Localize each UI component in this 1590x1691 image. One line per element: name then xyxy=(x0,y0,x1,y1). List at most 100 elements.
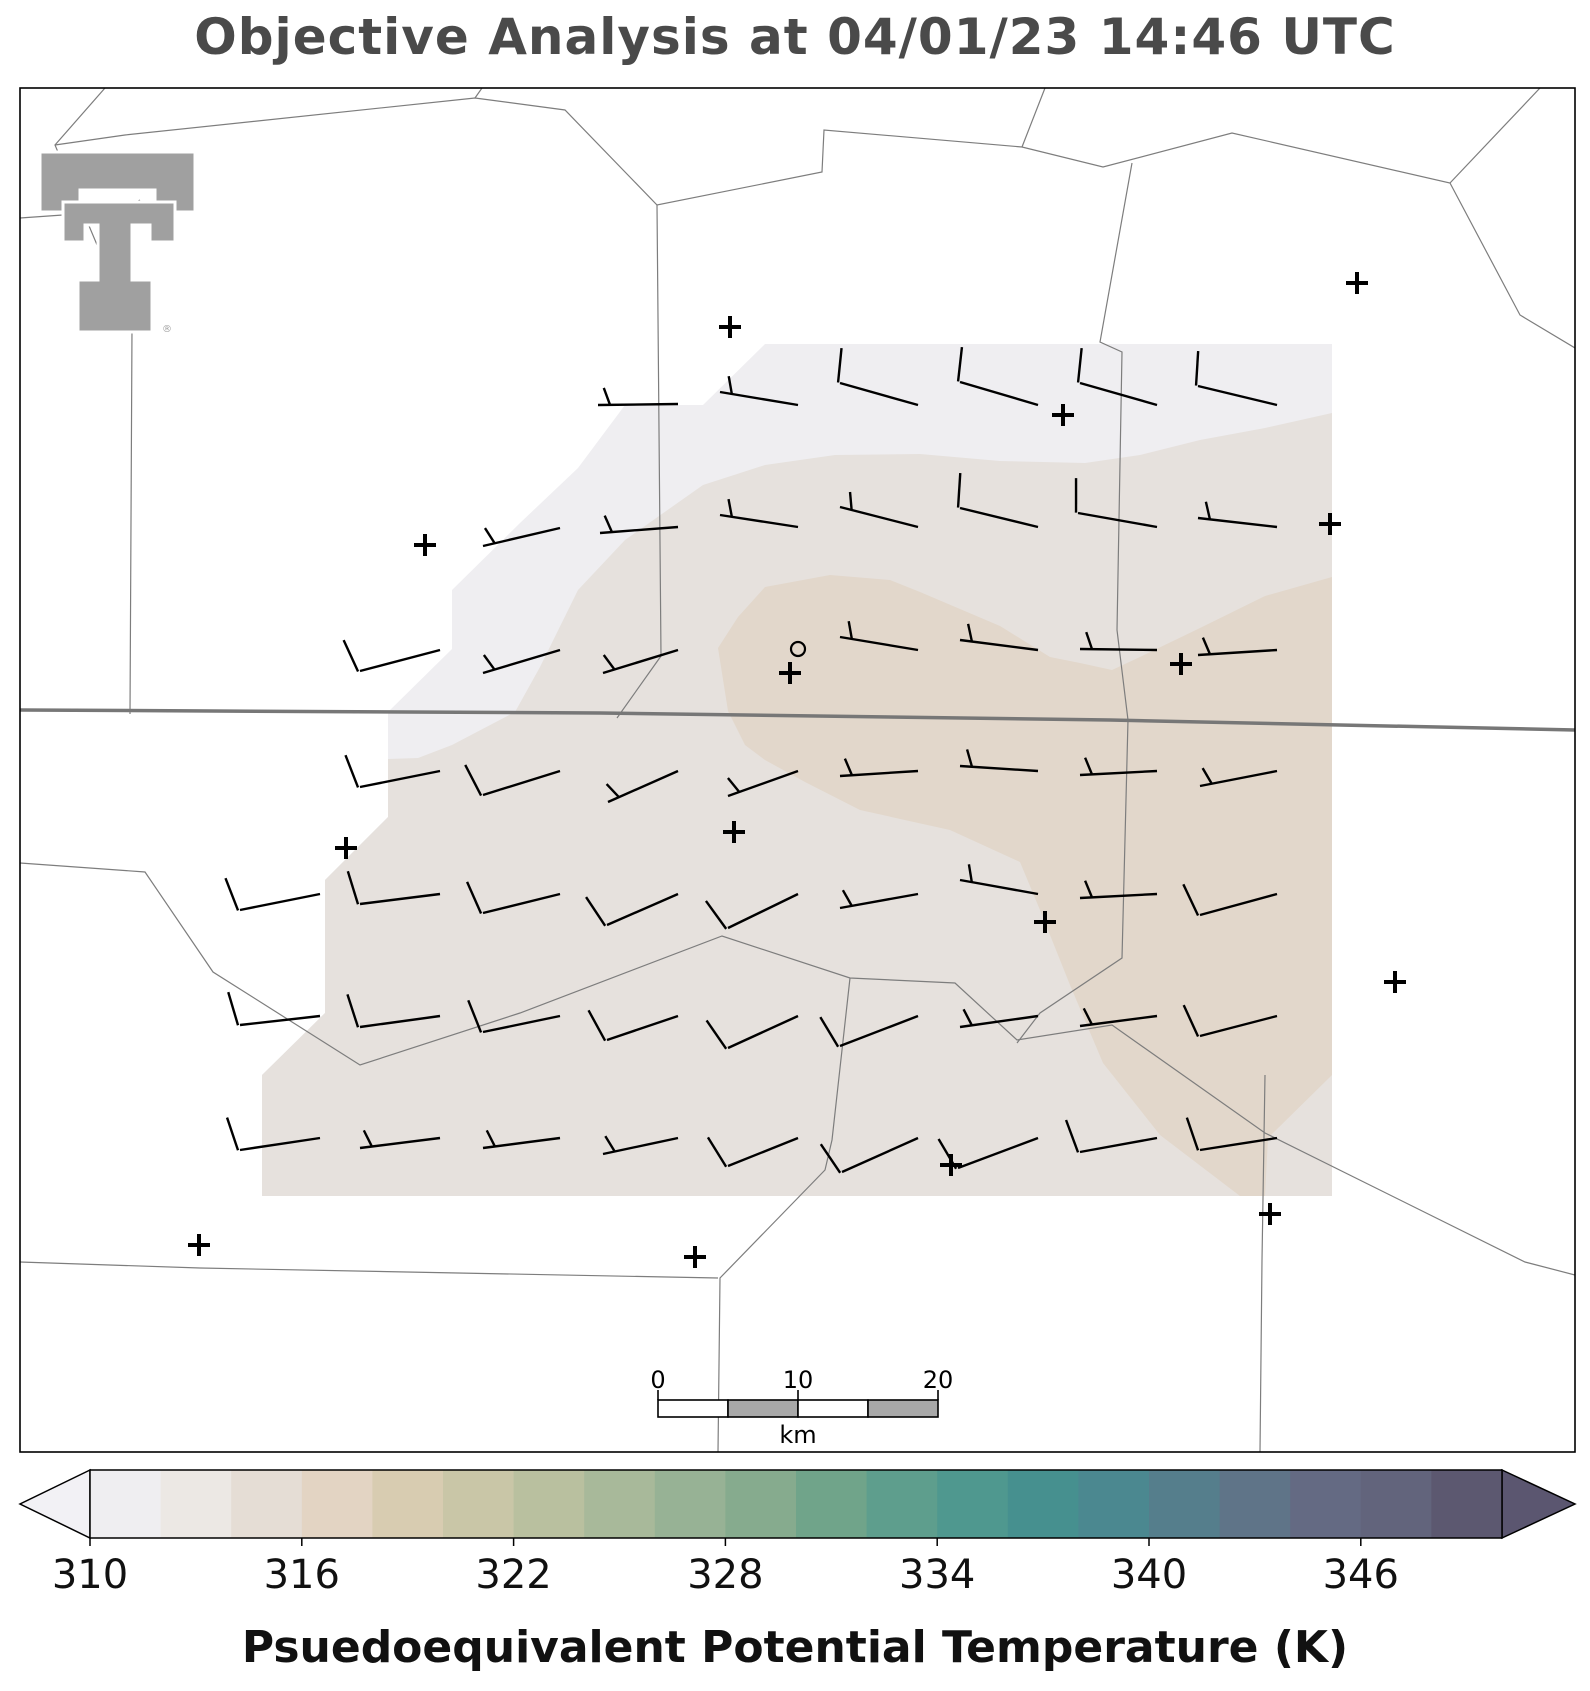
wind-barb-flag xyxy=(1182,883,1200,917)
wind-barb-shaft xyxy=(239,892,321,912)
colorbar-under-arrow xyxy=(18,1468,91,1540)
colorbar-bin xyxy=(443,1470,515,1538)
wind-barb-shaft xyxy=(482,526,561,548)
wind-barb-shaft xyxy=(607,769,679,804)
scale-unit: km xyxy=(779,1421,816,1449)
wind-barb-shaft xyxy=(1079,1136,1158,1154)
wind-barb-shaft xyxy=(1199,1014,1278,1038)
scale-tick-10: 10 xyxy=(783,1366,814,1394)
map-title: Objective Analysis at 04/01/23 14:46 UTC xyxy=(194,8,1396,66)
wind-barb-flag xyxy=(1185,1117,1200,1151)
wind-barbs xyxy=(224,346,1278,1174)
wind-barb-flag xyxy=(705,1019,728,1050)
wind-barb-shaft xyxy=(959,380,1039,407)
wind-barb-shaft xyxy=(841,1136,919,1174)
wind-barb-shaft xyxy=(959,638,1039,652)
wind-barb-flag xyxy=(962,1008,973,1026)
logo-registered-mark: ® xyxy=(162,324,172,335)
wind-barb-shaft xyxy=(959,764,1039,773)
state-boundary xyxy=(20,708,1575,732)
wind-barb-shaft xyxy=(839,381,919,407)
wind-barb-flag xyxy=(464,764,483,797)
wind-barb-shaft xyxy=(957,1136,1039,1170)
wind-barb-shaft xyxy=(1077,511,1158,529)
wind-barb-shaft xyxy=(1197,648,1278,657)
wind-barb-shaft xyxy=(606,1014,679,1042)
wind-barb-flag xyxy=(467,999,483,1033)
wind-barb-shaft xyxy=(482,769,561,797)
wind-barb-shaft xyxy=(1199,892,1278,917)
colorbar-bin xyxy=(301,1470,373,1538)
calm-station-marker xyxy=(789,640,807,658)
wind-barb-shaft xyxy=(239,1136,321,1152)
colorbar-tick-label: 340 xyxy=(1111,1552,1187,1598)
wind-barb-flag xyxy=(1084,757,1094,775)
wind-barb-flag xyxy=(602,654,616,671)
wind-barb-flag xyxy=(727,777,741,793)
wind-barb-shaft xyxy=(482,1014,561,1034)
wind-barb-shaft xyxy=(727,892,799,930)
wind-barb-shaft xyxy=(239,1014,321,1027)
colorbar-ticks: 310 316 322 328 334 340 346 xyxy=(52,1538,1399,1598)
wind-barb-shaft xyxy=(1079,647,1158,652)
wind-barb-flag xyxy=(727,376,734,395)
wind-barb-shaft xyxy=(959,1014,1039,1029)
wind-barb-flag xyxy=(587,1009,607,1042)
wind-barb-shaft xyxy=(599,525,679,535)
colorbar-tick-label: 334 xyxy=(899,1552,975,1598)
wind-barb-shaft xyxy=(359,648,441,673)
wind-barb-flag xyxy=(342,639,360,673)
wind-barb-shaft xyxy=(727,1136,799,1168)
wind-barb-flag xyxy=(227,991,240,1026)
wind-barb-shaft xyxy=(1079,381,1158,407)
colorbar-bin xyxy=(1149,1470,1221,1538)
station-markers xyxy=(188,272,1406,1268)
wind-barb-shaft xyxy=(482,1136,561,1150)
wind-barb-flag xyxy=(836,347,843,383)
wind-barb-shaft xyxy=(359,769,441,789)
wind-barb-flag xyxy=(483,527,496,544)
wind-barb-shaft xyxy=(839,892,919,910)
wind-barb-flag xyxy=(1204,501,1212,520)
colorbar-bin xyxy=(725,1470,797,1538)
wind-barb-shaft xyxy=(959,506,1039,529)
wind-barb-shaft xyxy=(1197,384,1278,407)
wind-barb-shaft xyxy=(359,1014,441,1029)
colorbar-bin xyxy=(937,1470,1009,1538)
wind-barb-shaft xyxy=(606,892,679,927)
wind-barb-flag xyxy=(1194,350,1200,386)
wind-barb-shaft xyxy=(719,513,799,529)
wind-barb-flag xyxy=(966,623,974,642)
wind-barb-shaft xyxy=(1199,769,1278,788)
wind-barb-flag xyxy=(1084,880,1094,898)
wind-barb-flag xyxy=(1201,767,1213,785)
colorbar xyxy=(18,1468,1577,1540)
colorbar-tick-label: 328 xyxy=(687,1552,763,1598)
wind-barb-flag xyxy=(841,889,853,907)
wind-barb-flag xyxy=(706,1136,728,1168)
wind-barb-shaft xyxy=(719,390,799,407)
wind-barb-shaft xyxy=(1197,516,1278,529)
wind-barb-flag xyxy=(1085,631,1094,650)
wind-barb-shaft xyxy=(482,648,561,675)
wind-barb-flag xyxy=(1182,1004,1200,1038)
wind-barb-shaft xyxy=(959,878,1039,896)
wind-barb-shaft xyxy=(727,1014,799,1050)
colorbar-bin xyxy=(513,1470,585,1538)
wind-barb-shaft xyxy=(602,648,679,675)
wind-barb-flag xyxy=(604,1135,616,1153)
wind-barb-flag xyxy=(956,346,964,382)
colorbar-bin xyxy=(1290,1470,1362,1538)
wind-barb-flag xyxy=(1076,347,1083,383)
wind-barb-flag xyxy=(965,749,974,768)
wind-barb-shaft xyxy=(839,505,919,529)
colorbar-tick-label: 346 xyxy=(1323,1552,1399,1598)
wind-barb-shaft xyxy=(1199,1136,1278,1152)
wind-barb-shaft xyxy=(1079,892,1158,900)
colorbar-tick-label: 316 xyxy=(264,1552,340,1598)
wind-barb-shaft xyxy=(839,635,919,652)
wind-barb-flag xyxy=(482,654,496,671)
wind-barb-shaft xyxy=(1079,1014,1158,1028)
wind-barb-flag xyxy=(848,491,853,511)
wind-barb-shaft xyxy=(602,1136,679,1156)
